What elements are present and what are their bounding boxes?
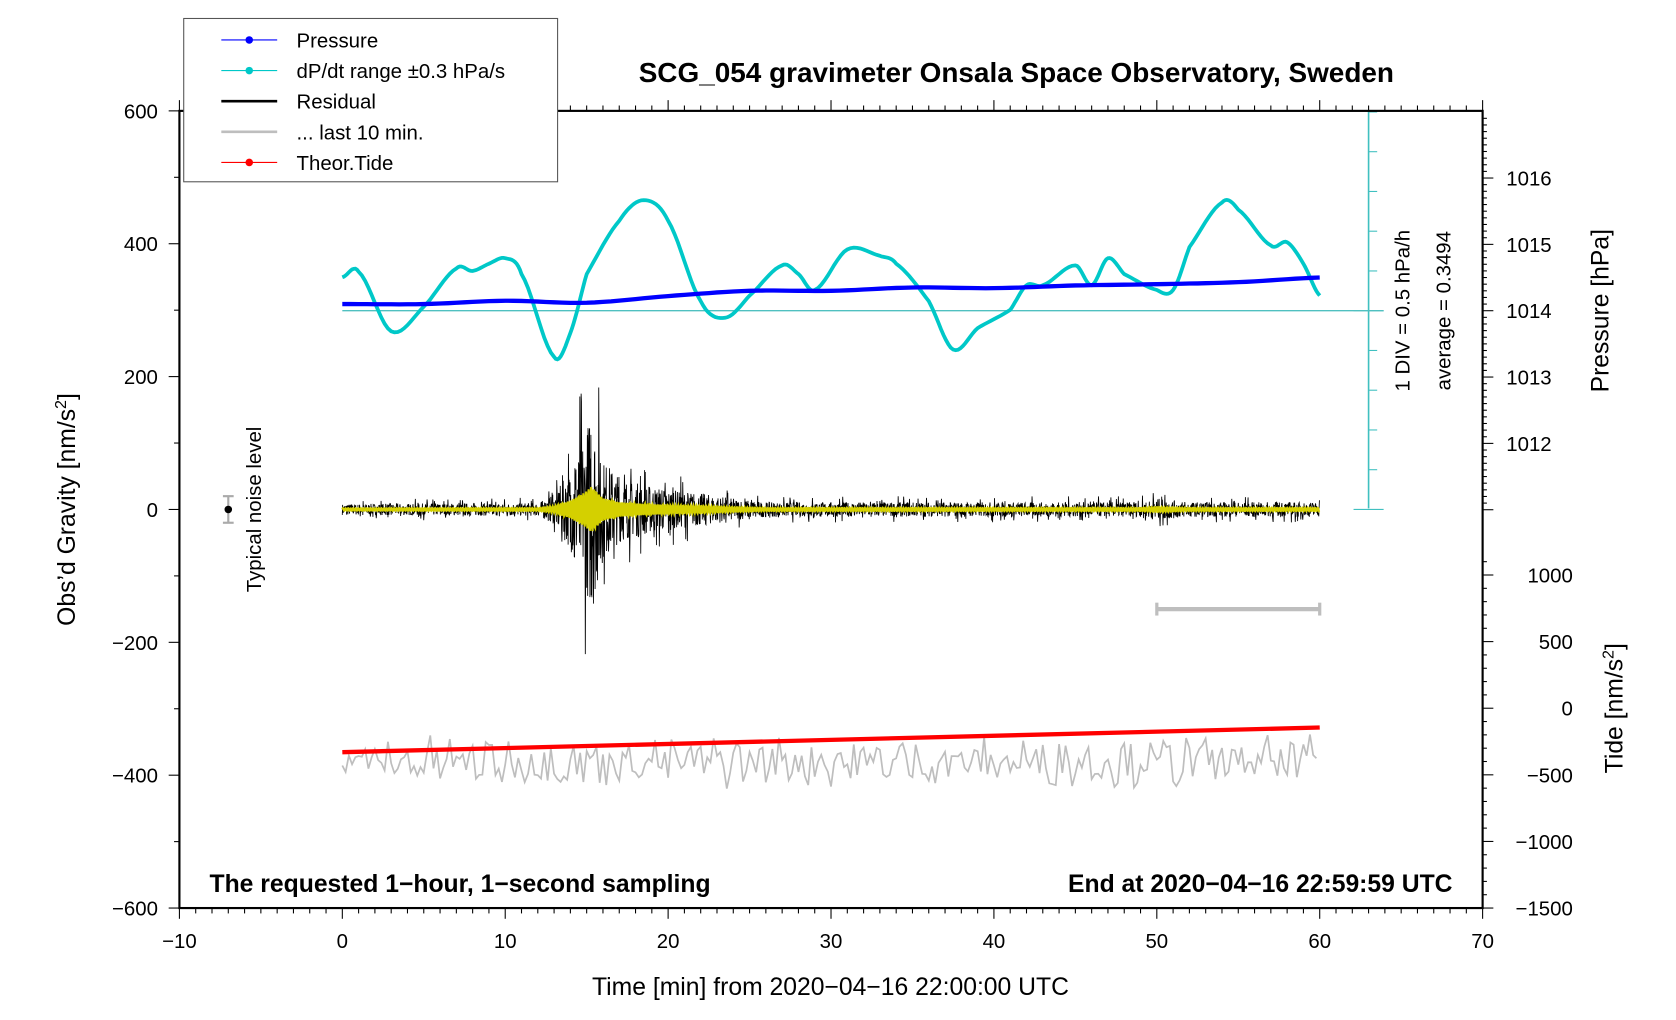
dpdt-line xyxy=(342,200,1319,359)
tide-tick-label: 1000 xyxy=(1527,566,1572,588)
tide-tick-label: 0 xyxy=(1562,699,1573,721)
legend-marker xyxy=(245,36,253,44)
x-tick-label: 50 xyxy=(1145,931,1168,953)
last-10-min-line xyxy=(342,735,1316,789)
dpdt-scale-label: 1 DIV = 0.5 hPa/h xyxy=(1393,230,1415,392)
y-left-tick-label: −200 xyxy=(112,633,158,655)
x-tick-label: 70 xyxy=(1471,931,1494,953)
legend-marker xyxy=(245,67,253,75)
pressure-tick-label: 1015 xyxy=(1506,235,1551,257)
y-axis-label-pressure: Pressure [hPa] xyxy=(1587,229,1614,392)
x-tick-label: 40 xyxy=(983,931,1006,953)
x-tick-label: 0 xyxy=(337,931,348,953)
footer-right: End at 2020−04−16 22:59:59 UTC xyxy=(1068,871,1453,898)
legend-label: Pressure xyxy=(297,30,379,52)
y-left-tick-label: −600 xyxy=(112,899,158,921)
y-left-tick-label: 200 xyxy=(124,367,158,389)
x-tick-label: 60 xyxy=(1308,931,1331,953)
tide-tick-label: 500 xyxy=(1539,632,1573,654)
legend: Pressure dP/dt range ±0.3 hPa/s Residual..… xyxy=(184,18,558,181)
legend-marker xyxy=(245,159,253,167)
chart-title: SCG_054 gravimeter Onsala Space Observat… xyxy=(639,57,1394,88)
noise-level-dot xyxy=(225,506,233,514)
axis-ticks: −10 0 10 20 30 40 50 60 70 600 400 200 0 −200 −400 −600… xyxy=(112,100,1573,953)
x-tick-label: 10 xyxy=(494,931,517,953)
y-left-tick-label: 0 xyxy=(147,500,158,522)
tide-tick-label: −500 xyxy=(1527,765,1573,787)
legend-label: ... last 10 min. xyxy=(297,122,424,144)
residual-line xyxy=(342,388,1319,655)
residual-smoothed-line xyxy=(342,487,1319,531)
legend-label: dP/dt range ±0.3 hPa/s xyxy=(297,61,506,83)
x-tick-label: 20 xyxy=(657,931,680,953)
pressure-tick-label: 1013 xyxy=(1506,368,1551,390)
data-marks xyxy=(223,111,1384,789)
pressure-tick-label: 1012 xyxy=(1506,434,1551,456)
x-axis-label: Time [min] from 2020−04−16 22:00:00 UTC xyxy=(592,974,1069,1001)
legend-label: Residual xyxy=(297,92,376,114)
tide-tick-label: −1500 xyxy=(1516,899,1573,921)
pressure-tick-label: 1014 xyxy=(1506,301,1551,323)
y-left-tick-label: 600 xyxy=(124,101,158,123)
y-axis-label-left: Obs’d Gravity [nm/s2] xyxy=(52,393,81,626)
footer-left: The requested 1−hour, 1−second sampling xyxy=(210,871,711,898)
y-left-tick-label: 400 xyxy=(124,234,158,256)
pressure-tick-label: 1016 xyxy=(1506,169,1551,191)
noise-level-label: Typical noise level xyxy=(244,427,266,593)
y-left-tick-label: −400 xyxy=(112,766,158,788)
tide-tick-label: −1000 xyxy=(1516,832,1573,854)
theor-tide-line xyxy=(342,728,1319,753)
dpdt-average-label: average = 0.3494 xyxy=(1433,231,1455,390)
y-axis-label-tide: Tide [nm/s2] xyxy=(1599,643,1628,773)
x-tick-label: 30 xyxy=(820,931,843,953)
legend-label: Theor.Tide xyxy=(297,153,394,175)
x-tick-label: −10 xyxy=(162,931,197,953)
